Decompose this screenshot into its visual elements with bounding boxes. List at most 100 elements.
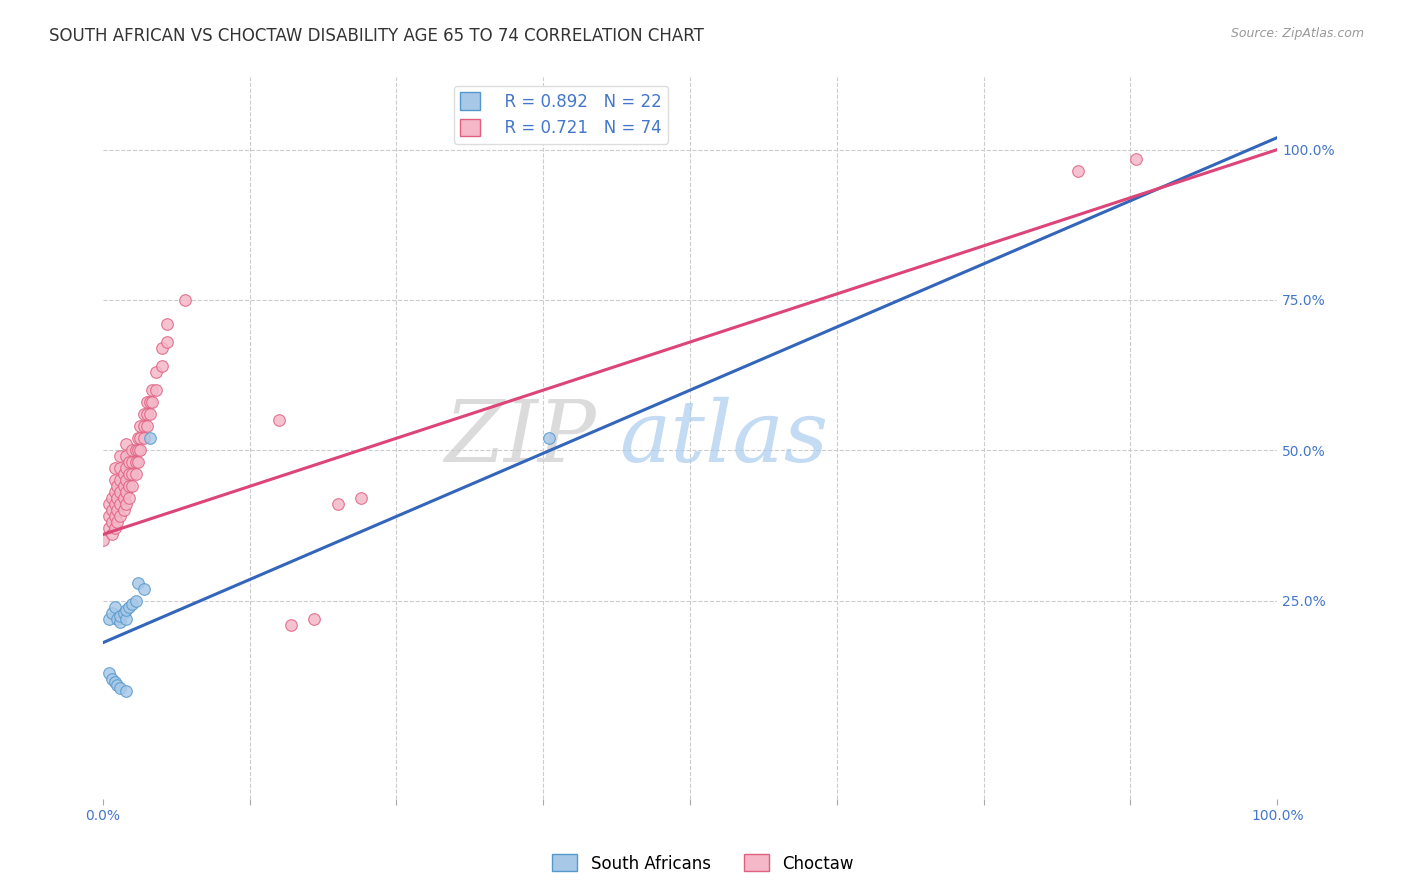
Point (103, 674, 125, 689)
Point (117, 467, 139, 482)
Point (110, 461, 132, 475)
Point (110, 485, 132, 500)
Point (112, 491, 135, 506)
Point (101, 503, 124, 517)
Point (280, 617, 302, 632)
Point (125, 443, 148, 458)
Text: atlas: atlas (620, 397, 828, 480)
Point (103, 521, 125, 535)
Point (101, 527, 124, 541)
Point (103, 509, 125, 524)
Point (101, 516, 124, 530)
Point (115, 437, 138, 451)
Point (105, 491, 128, 506)
Point (127, 431, 149, 445)
Point (125, 467, 148, 482)
Point (101, 491, 124, 506)
Legend:   R = 0.892   N = 22,   R = 0.721   N = 74: R = 0.892 N = 22, R = 0.721 N = 74 (454, 86, 668, 144)
Point (110, 497, 132, 511)
Point (139, 431, 162, 445)
Legend: South Africans, Choctaw: South Africans, Choctaw (546, 847, 860, 880)
Point (136, 407, 159, 421)
Point (115, 474, 138, 488)
Point (267, 413, 290, 427)
Point (105, 503, 128, 517)
Point (150, 341, 173, 355)
Point (145, 365, 167, 379)
Point (127, 455, 149, 469)
Point (115, 612, 138, 626)
Text: Source: ZipAtlas.com: Source: ZipAtlas.com (1230, 27, 1364, 40)
Point (105, 516, 128, 530)
Point (97, 497, 120, 511)
Point (115, 485, 138, 500)
Point (125, 593, 148, 607)
Point (132, 419, 155, 434)
Point (103, 461, 125, 475)
Point (1066, 163, 1088, 178)
Point (121, 479, 143, 493)
Point (132, 582, 155, 596)
Point (115, 450, 138, 464)
Point (117, 599, 139, 614)
Point (156, 317, 179, 331)
Point (136, 419, 159, 434)
Point (110, 608, 132, 623)
Point (103, 599, 125, 614)
Point (112, 503, 135, 517)
Point (132, 431, 155, 445)
Point (115, 683, 138, 698)
Point (97, 509, 120, 524)
Point (112, 606, 135, 620)
Point (127, 443, 149, 458)
Point (174, 293, 197, 307)
Point (103, 474, 125, 488)
Point (101, 606, 124, 620)
Point (150, 359, 173, 373)
Point (103, 485, 125, 500)
Point (136, 395, 159, 409)
Text: ZIP: ZIP (444, 397, 596, 480)
Point (110, 615, 132, 629)
Point (139, 407, 162, 421)
Point (129, 419, 152, 434)
Point (538, 431, 561, 445)
Point (326, 497, 349, 511)
Point (127, 575, 149, 590)
Point (97, 665, 120, 680)
Point (141, 383, 163, 397)
Point (97, 521, 120, 535)
Point (112, 479, 135, 493)
Point (129, 431, 152, 445)
Point (302, 612, 325, 626)
Point (110, 474, 132, 488)
Point (139, 395, 162, 409)
Point (115, 602, 138, 616)
Point (115, 461, 138, 475)
Point (110, 450, 132, 464)
Point (121, 455, 143, 469)
Point (121, 597, 143, 611)
Point (1125, 152, 1147, 166)
Point (101, 672, 124, 686)
Point (350, 491, 373, 506)
Point (117, 491, 139, 506)
Point (156, 334, 179, 349)
Point (110, 681, 132, 695)
Point (121, 467, 143, 482)
Point (115, 497, 138, 511)
Point (105, 612, 128, 626)
Point (105, 479, 128, 493)
Point (110, 509, 132, 524)
Text: SOUTH AFRICAN VS CHOCTAW DISABILITY AGE 65 TO 74 CORRELATION CHART: SOUTH AFRICAN VS CHOCTAW DISABILITY AGE … (49, 27, 704, 45)
Point (91, 533, 114, 548)
Point (141, 395, 163, 409)
Point (117, 455, 139, 469)
Point (117, 479, 139, 493)
Point (105, 678, 128, 692)
Point (129, 443, 152, 458)
Point (145, 383, 167, 397)
Point (125, 455, 148, 469)
Point (112, 467, 135, 482)
Point (97, 612, 120, 626)
